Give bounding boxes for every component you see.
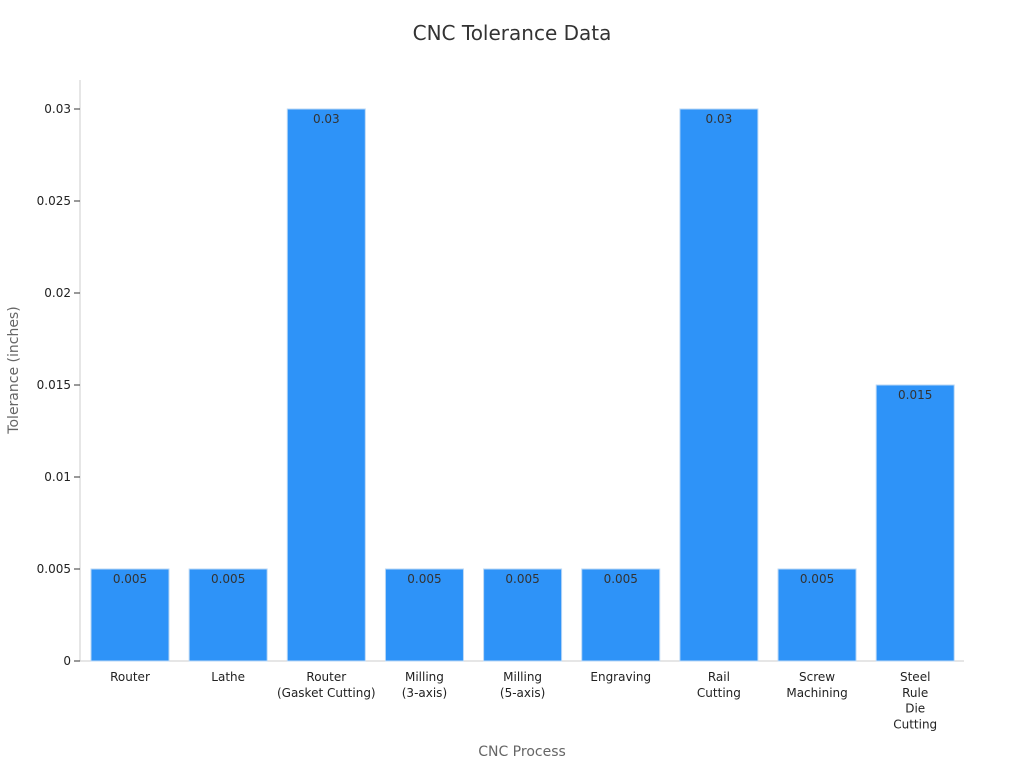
bar: [286, 108, 366, 662]
chart-title: CNC Tolerance Data: [413, 21, 612, 45]
y-tick-label: 0.02: [44, 286, 71, 300]
data-labels: 0.005 0.005 0.03 0.005 0.005 0.005 0.03 0.005 0.…: [113, 112, 933, 586]
x-tick-label-line: Machining: [786, 686, 847, 700]
x-tick-label-line: Steel: [900, 670, 930, 684]
x-tick-label-line: (3-axis): [402, 686, 447, 700]
x-tick-label-line: Milling: [405, 670, 444, 684]
y-tick-label: 0.025: [37, 194, 71, 208]
bar: [188, 568, 268, 662]
x-tick-label-line: Die: [905, 702, 925, 716]
x-tick-label-line: Rail: [708, 670, 730, 684]
bar-value-label: 0.005: [505, 572, 539, 586]
bar-value-label: 0.005: [800, 572, 834, 586]
bar-value-label: 0.015: [898, 388, 932, 402]
x-tick-label-line: (Gasket Cutting): [277, 686, 376, 700]
bar-value-label: 0.005: [113, 572, 147, 586]
y-tick-label: 0.015: [37, 378, 71, 392]
bar: [483, 568, 563, 662]
y-axis-label: Tolerance (inches): [6, 306, 22, 434]
y-tick-label: 0.01: [44, 470, 71, 484]
x-tick-label: Router: [110, 670, 150, 684]
bar: [875, 384, 955, 662]
x-axis-label: CNC Process: [478, 744, 566, 760]
bar: [581, 568, 661, 662]
x-category-labels: Router Lathe Router (Gasket Cutting) Milling…: [110, 670, 937, 731]
x-tick-label: Screw Machining: [786, 670, 847, 700]
x-tick-label: Steel Rule Die Cutting: [893, 670, 937, 731]
x-tick-label-line: Rule: [902, 686, 928, 700]
bars: [90, 108, 955, 662]
bar: [777, 568, 857, 662]
x-tick-label-line: Engraving: [590, 670, 651, 684]
x-tick-label: Engraving: [590, 670, 651, 684]
x-tick-label-line: Milling: [503, 670, 542, 684]
x-tick-label: Router (Gasket Cutting): [277, 670, 376, 700]
bar-value-label: 0.03: [313, 112, 340, 126]
x-tick-label-line: Cutting: [697, 686, 741, 700]
bar: [90, 568, 170, 662]
x-tick-label: Milling (3-axis): [402, 670, 447, 700]
bar: [679, 108, 759, 662]
bar-value-label: 0.005: [407, 572, 441, 586]
x-tick-label-line: Screw: [799, 670, 835, 684]
x-tick-label-line: Cutting: [893, 717, 937, 731]
y-tick-label: 0: [63, 654, 71, 668]
x-tick-label: Milling (5-axis): [500, 670, 545, 700]
x-tick-label-line: (5-axis): [500, 686, 545, 700]
x-tick-label: Rail Cutting: [697, 670, 741, 700]
bar-value-label: 0.005: [604, 572, 638, 586]
x-tick-label-line: Lathe: [211, 670, 245, 684]
bar-value-label: 0.03: [706, 112, 733, 126]
y-tick-label: 0.005: [37, 562, 71, 576]
x-tick-label-line: Router: [110, 670, 150, 684]
x-tick-label: Lathe: [211, 670, 245, 684]
x-tick-label-line: Router: [306, 670, 346, 684]
y-ticks: 0 0.005 0.01 0.015 0.02 0.025 0.03: [37, 102, 80, 668]
bar-value-label: 0.005: [211, 572, 245, 586]
bar: [384, 568, 464, 662]
y-tick-label: 0.03: [44, 102, 71, 116]
